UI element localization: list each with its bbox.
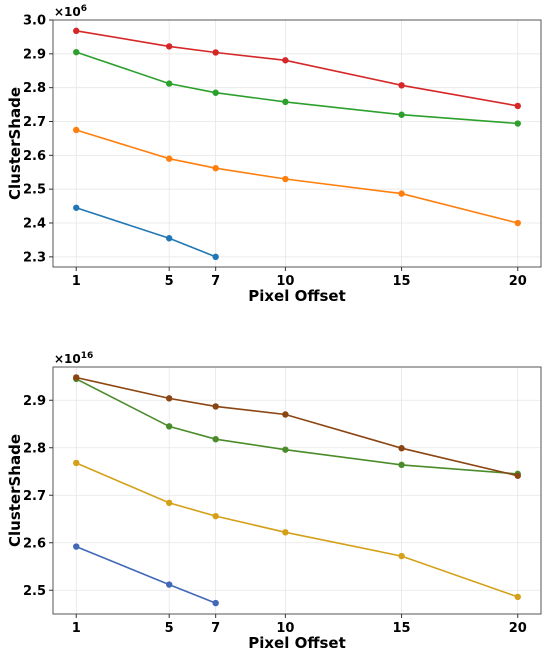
x-axis-label: Pixel Offset bbox=[248, 287, 346, 305]
series-line-1 bbox=[75, 462, 519, 598]
data-point bbox=[73, 126, 80, 134]
y-tick-label: 3.0 bbox=[23, 14, 46, 29]
y-tick-label: 2.7 bbox=[23, 115, 46, 130]
y-tick-label: 2.6 bbox=[23, 536, 46, 551]
data-point bbox=[398, 111, 405, 118]
y-tick-label: 2.5 bbox=[23, 584, 46, 599]
plot-frame bbox=[52, 19, 542, 268]
y-scale-exponent-power: 6 bbox=[81, 4, 87, 14]
data-point bbox=[514, 219, 521, 227]
data-point bbox=[165, 155, 173, 162]
series-line-2 bbox=[75, 51, 518, 125]
data-point bbox=[73, 27, 80, 35]
y-tick-label: 2.5 bbox=[23, 183, 46, 198]
data-point bbox=[212, 165, 219, 172]
data-point bbox=[398, 82, 405, 89]
data-point bbox=[212, 512, 219, 520]
data-point bbox=[212, 599, 219, 607]
data-point bbox=[165, 499, 173, 507]
y-tick-label: 2.9 bbox=[23, 47, 46, 62]
data-point bbox=[398, 552, 405, 560]
data-point bbox=[73, 204, 80, 211]
data-point bbox=[165, 43, 173, 50]
data-point bbox=[282, 175, 289, 183]
series-line-0 bbox=[75, 545, 216, 604]
y-tick-label: 2.7 bbox=[23, 489, 46, 504]
y-tick-label: 2.3 bbox=[23, 250, 46, 265]
y-axis-label: ClusterShade bbox=[6, 87, 24, 200]
data-point bbox=[282, 98, 289, 106]
data-point bbox=[514, 120, 521, 127]
x-tick-label: 20 bbox=[509, 274, 527, 289]
y-tick-label: 2.6 bbox=[23, 149, 46, 164]
plot-frame bbox=[52, 366, 542, 615]
data-point bbox=[514, 472, 521, 479]
series-line-1 bbox=[75, 129, 518, 224]
x-tick-label: 7 bbox=[211, 274, 220, 289]
data-point bbox=[212, 49, 219, 56]
y-scale-exponent-power: 16 bbox=[81, 351, 94, 361]
data-point bbox=[514, 102, 521, 110]
data-point bbox=[398, 190, 405, 197]
data-point bbox=[165, 581, 173, 588]
x-tick-label: 15 bbox=[393, 274, 411, 289]
x-tick-label: 1 bbox=[72, 274, 81, 289]
data-point bbox=[212, 253, 219, 261]
y-tick-label: 2.9 bbox=[23, 394, 46, 409]
data-point bbox=[282, 411, 289, 418]
data-point bbox=[165, 423, 173, 430]
data-point bbox=[282, 446, 289, 453]
data-point bbox=[212, 89, 219, 96]
series-line-3 bbox=[76, 376, 518, 477]
data-point bbox=[398, 461, 405, 469]
x-tick-label: 7 bbox=[211, 621, 220, 636]
data-point bbox=[398, 445, 405, 452]
x-tick-label: 15 bbox=[393, 621, 411, 636]
data-point bbox=[282, 529, 289, 536]
x-tick-label: 1 bbox=[72, 621, 81, 636]
data-point bbox=[514, 593, 521, 601]
y-tick-label: 2.4 bbox=[23, 217, 46, 232]
x-tick-label: 10 bbox=[276, 274, 294, 289]
series-line-2 bbox=[75, 378, 518, 475]
y-tick-label: 2.8 bbox=[23, 81, 46, 96]
data-point bbox=[212, 403, 219, 410]
x-axis-label: Pixel Offset bbox=[248, 634, 346, 652]
data-point bbox=[282, 57, 289, 64]
data-point bbox=[73, 48, 80, 56]
y-scale-exponent: ×106 bbox=[54, 4, 87, 19]
series-line-0 bbox=[75, 207, 216, 258]
data-point bbox=[73, 543, 80, 550]
x-tick-label: 10 bbox=[276, 621, 294, 636]
y-scale-exponent: ×1016 bbox=[54, 351, 93, 366]
data-point bbox=[165, 235, 173, 242]
x-tick-label: 5 bbox=[165, 274, 174, 289]
data-point bbox=[165, 395, 173, 402]
data-point bbox=[165, 80, 173, 87]
series-line-3 bbox=[76, 30, 518, 107]
data-point bbox=[73, 459, 80, 467]
data-point bbox=[73, 374, 80, 381]
y-tick-label: 2.8 bbox=[23, 441, 46, 456]
y-axis-label: ClusterShade bbox=[6, 434, 24, 547]
x-tick-label: 5 bbox=[165, 621, 174, 636]
data-point bbox=[212, 436, 219, 443]
x-tick-label: 20 bbox=[509, 621, 527, 636]
